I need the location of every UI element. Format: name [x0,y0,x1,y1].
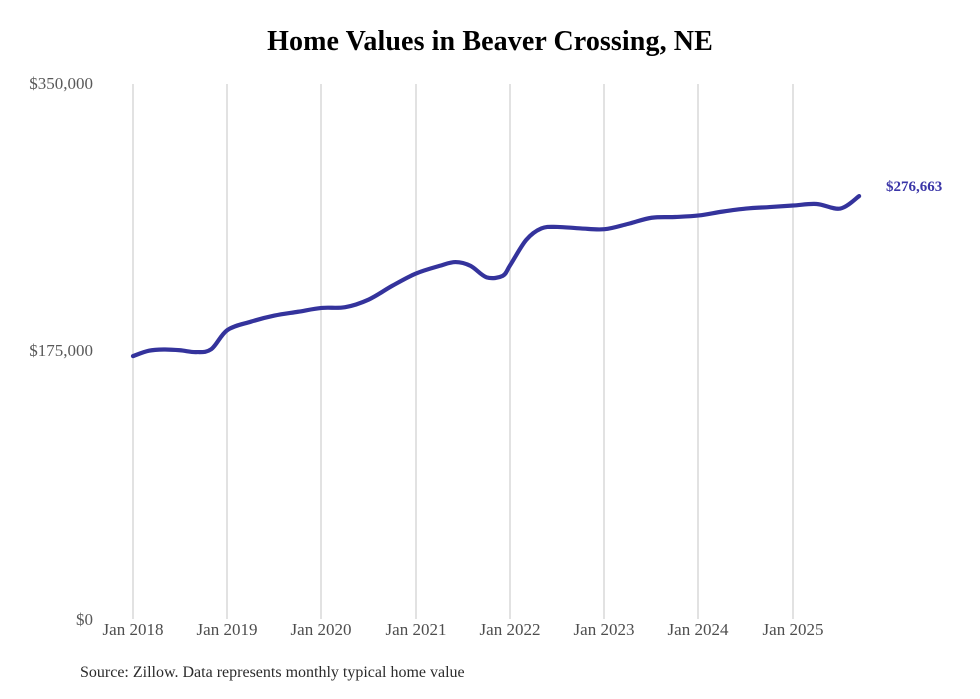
x-axis-tick-jan-2024: Jan 2024 [667,620,729,639]
x-axis-tick-jan-2020: Jan 2020 [290,620,352,639]
y-axis-tick-175000: $175,000 [29,341,93,360]
x-axis-tick-jan-2018: Jan 2018 [102,620,164,639]
gridlines [132,84,794,619]
y-axis-tick-350000: $350,000 [29,74,93,93]
x-axis-tick-jan-2025: Jan 2025 [762,620,824,639]
x-axis-tick-jan-2021: Jan 2021 [385,620,447,639]
x-axis-tick-jan-2023: Jan 2023 [573,620,635,639]
end-value-label: $276,663 [886,179,943,195]
source-note: Source: Zillow. Data represents monthly … [80,664,465,681]
x-axis-tick-jan-2022: Jan 2022 [479,620,541,639]
home-value-line [130,194,862,359]
x-axis-tick-jan-2019: Jan 2019 [196,620,258,639]
chart-title: Home Values in Beaver Crossing, NE [267,26,713,57]
y-axis-tick-0: $0 [76,610,93,629]
